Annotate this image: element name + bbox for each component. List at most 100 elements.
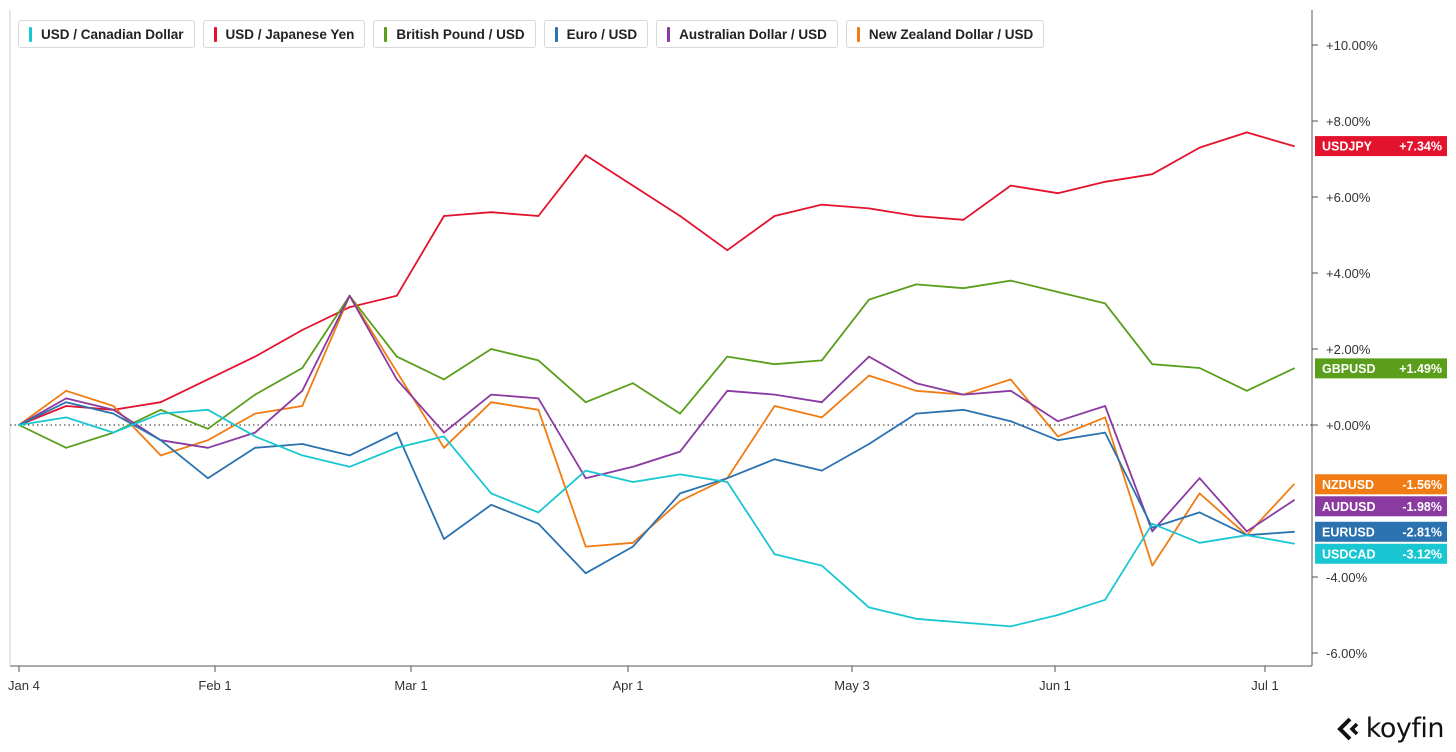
data-point-eurusd bbox=[962, 408, 965, 411]
y-tick-label: -4.00% bbox=[1326, 570, 1368, 585]
data-point-audusd bbox=[1293, 499, 1295, 502]
data-point-audusd bbox=[65, 397, 68, 400]
data-point-eurusd bbox=[112, 412, 115, 415]
data-point-eurusd bbox=[537, 522, 540, 525]
y-tick-label: +6.00% bbox=[1326, 190, 1371, 205]
data-point-nzdusd bbox=[1198, 492, 1201, 495]
legend-label: Euro / USD bbox=[566, 26, 638, 42]
data-point-usdjpy bbox=[584, 154, 587, 157]
data-point-usdjpy bbox=[1057, 192, 1059, 195]
data-point-nzdusd bbox=[868, 374, 870, 377]
y-tick-label: +0.00% bbox=[1326, 418, 1371, 433]
y-tick-label: +10.00% bbox=[1326, 38, 1378, 53]
data-point-audusd bbox=[443, 431, 445, 434]
legend-label: USD / Canadian Dollar bbox=[41, 26, 184, 42]
data-point-eurusd bbox=[65, 401, 68, 404]
data-point-gbpusd bbox=[584, 401, 587, 404]
data-point-usdjpy bbox=[1293, 145, 1295, 148]
data-point-eurusd bbox=[1198, 511, 1201, 514]
legend-label: Australian Dollar / USD bbox=[679, 26, 827, 42]
x-tick-label: May 3 bbox=[834, 678, 869, 693]
data-point-usdcad bbox=[348, 465, 351, 468]
legend-item-eurusd[interactable]: Euro / USD bbox=[543, 20, 649, 48]
data-point-nzdusd bbox=[254, 412, 256, 415]
legend-swatch bbox=[384, 26, 388, 42]
data-point-gbpusd bbox=[1151, 363, 1154, 366]
legend-swatch bbox=[29, 26, 32, 42]
badge-symbol: USDJPY bbox=[1322, 140, 1373, 154]
data-point-usdjpy bbox=[207, 378, 209, 381]
data-point-eurusd bbox=[395, 431, 398, 434]
badge-background bbox=[1315, 358, 1447, 379]
data-point-usdcad bbox=[679, 473, 681, 476]
data-point-usdjpy bbox=[1245, 131, 1248, 134]
data-point-nzdusd bbox=[1293, 483, 1295, 486]
data-point-usdjpy bbox=[868, 207, 870, 210]
badge-symbol: AUDUSD bbox=[1322, 500, 1375, 514]
data-point-usdjpy bbox=[820, 203, 823, 206]
badge-background bbox=[1315, 543, 1447, 564]
data-point-audusd bbox=[1151, 530, 1154, 533]
data-point-audusd bbox=[915, 382, 918, 385]
data-point-usdcad bbox=[632, 481, 634, 483]
series-line-usdcad bbox=[18, 408, 1295, 628]
data-point-gbpusd bbox=[490, 348, 493, 350]
data-point-nzdusd bbox=[915, 389, 918, 392]
data-point-eurusd bbox=[348, 454, 351, 457]
badge-value: -1.98% bbox=[1402, 500, 1442, 514]
data-point-gbpusd bbox=[1057, 291, 1059, 293]
data-point-audusd bbox=[1009, 389, 1012, 392]
data-point-nzdusd bbox=[584, 545, 587, 548]
data-point-eurusd bbox=[915, 412, 918, 415]
data-point-gbpusd bbox=[726, 355, 729, 358]
legend-swatch bbox=[554, 26, 558, 42]
data-point-nzdusd bbox=[490, 401, 493, 404]
data-point-usdcad bbox=[584, 469, 587, 472]
data-point-nzdusd bbox=[1009, 378, 1012, 381]
data-point-nzdusd bbox=[443, 446, 445, 449]
data-point-usdcad bbox=[65, 416, 68, 419]
badge-value: -2.81% bbox=[1402, 525, 1442, 539]
data-point-nzdusd bbox=[65, 389, 68, 392]
series-line-nzdusd bbox=[18, 294, 1295, 567]
data-point-nzdusd bbox=[632, 541, 634, 544]
data-point-usdjpy bbox=[915, 215, 918, 217]
data-point-eurusd bbox=[1151, 526, 1154, 529]
chart-legend: USD / Canadian Dollar USD / Japanese Yen B… bbox=[18, 20, 1045, 48]
data-point-eurusd bbox=[1104, 431, 1106, 434]
data-point-gbpusd bbox=[1104, 302, 1106, 305]
data-point-usdjpy bbox=[632, 184, 634, 187]
legend-item-usdcad[interactable]: USD / Canadian Dollar bbox=[18, 20, 195, 48]
data-point-nzdusd bbox=[1151, 564, 1154, 567]
last-value-badge-usdjpy: USDJPY +7.34% bbox=[1315, 136, 1447, 157]
x-tick-label: Apr 1 bbox=[612, 678, 643, 693]
series-line-eurusd bbox=[18, 401, 1295, 575]
data-point-usdcad bbox=[301, 454, 304, 457]
legend-item-usdjpy[interactable]: USD / Japanese Yen bbox=[202, 20, 366, 48]
data-point-usdjpy bbox=[1009, 184, 1012, 187]
legend-item-audusd[interactable]: Australian Dollar / USD bbox=[656, 20, 838, 48]
data-point-gbpusd bbox=[1198, 367, 1201, 369]
data-point-usdcad bbox=[868, 606, 870, 609]
data-point-audusd bbox=[301, 389, 304, 392]
data-point-usdjpy bbox=[1198, 146, 1201, 149]
data-point-audusd bbox=[1198, 477, 1201, 480]
data-point-nzdusd bbox=[1104, 416, 1106, 419]
last-value-badge-eurusd: EURUSD -2.81% bbox=[1315, 521, 1447, 542]
data-point-gbpusd bbox=[537, 359, 540, 362]
data-point-usdjpy bbox=[537, 215, 540, 217]
data-point-gbpusd bbox=[820, 359, 823, 362]
data-point-usdjpy bbox=[301, 329, 304, 331]
legend-item-gbpusd[interactable]: British Pound / USD bbox=[373, 20, 536, 48]
legend-item-nzdusd[interactable]: New Zealand Dollar / USD bbox=[845, 20, 1045, 48]
data-point-usdcad bbox=[1009, 625, 1012, 628]
legend-label: USD / Japanese Yen bbox=[225, 26, 355, 42]
data-point-usdjpy bbox=[395, 294, 398, 297]
data-point-eurusd bbox=[1293, 530, 1295, 533]
data-point-nzdusd bbox=[1057, 435, 1059, 438]
y-tick-label: +8.00% bbox=[1326, 114, 1371, 129]
last-value-badge-gbpusd: GBPUSD +1.49% bbox=[1315, 358, 1447, 379]
badge-background bbox=[1315, 521, 1447, 542]
data-point-nzdusd bbox=[301, 405, 304, 407]
